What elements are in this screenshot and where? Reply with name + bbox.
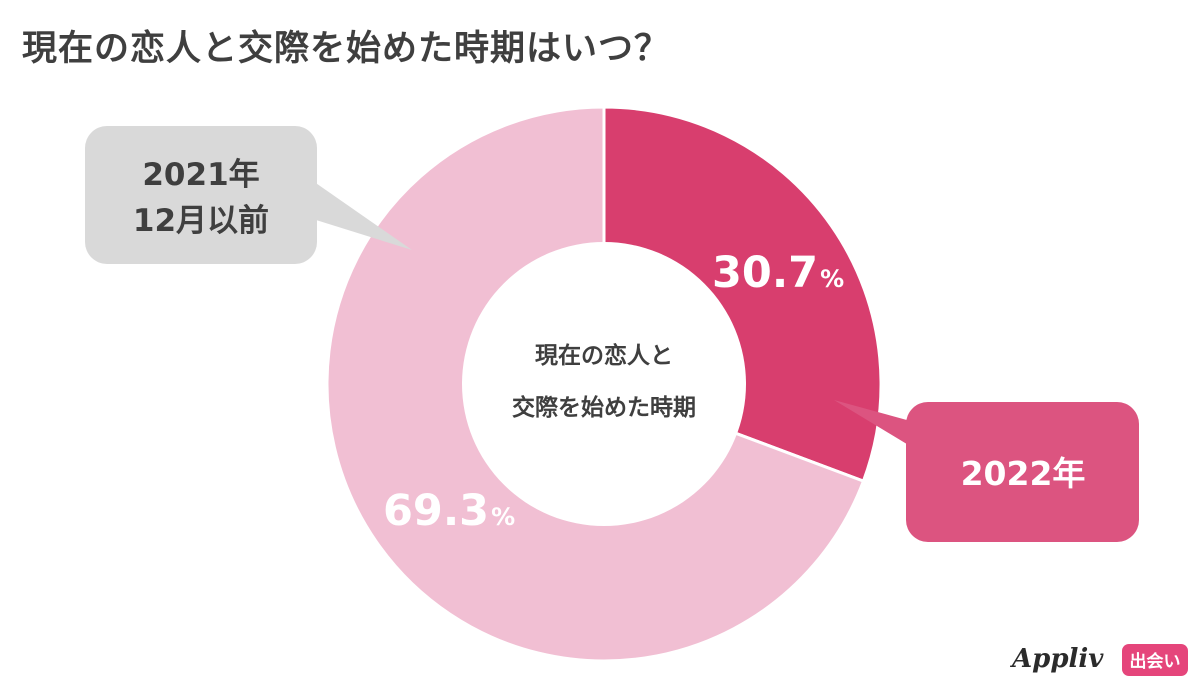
callout-before-2022-line-2: 12月以前 — [133, 203, 269, 239]
callout-before-2022-box — [85, 126, 317, 264]
donut-hole — [462, 242, 746, 526]
logo-badge — [1122, 644, 1188, 676]
callout-before-2022-line-1: 2021年 — [142, 157, 259, 193]
callout-2022: 2022年 — [834, 400, 1139, 542]
chart-title: 現在の恋人と交際を始めた時期はいつ？ — [22, 29, 671, 69]
data-label-before-2022: 69.3% — [383, 486, 515, 536]
callout-2022-label: 2022年 — [961, 454, 1086, 493]
brand-logo: Appliv — [1009, 644, 1104, 674]
callout-2022-box — [906, 402, 1139, 542]
callout-before-2022-tail — [300, 172, 412, 250]
logo-badge-text: 出会い — [1130, 651, 1181, 672]
callout-before-2022: 2021年 12月以前 — [85, 126, 412, 264]
callout-2022-tail — [834, 400, 925, 455]
center-label-line-1: 現在の恋人と — [535, 342, 673, 369]
center-label-line-2: 交際を始めた時期 — [512, 394, 696, 421]
data-label-2022: 30.7% — [712, 248, 844, 298]
applivlogo: Appliv 出会い — [1009, 644, 1188, 676]
